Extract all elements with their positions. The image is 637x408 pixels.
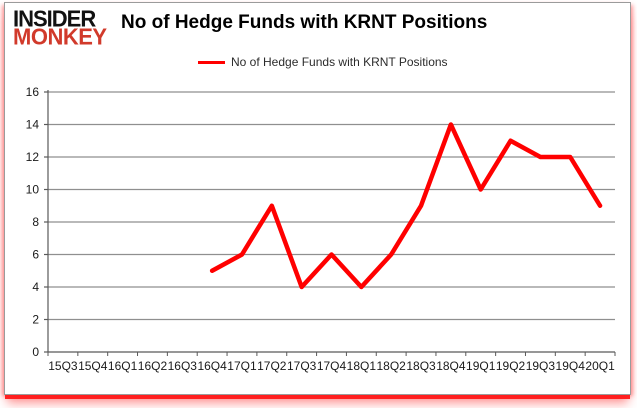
svg-text:16Q3: 16Q3 <box>168 359 198 373</box>
logo-text-insider: INSIDER <box>13 5 96 32</box>
insider-monkey-logo: INSIDER MONKEY <box>13 5 107 51</box>
logo-text-monkey: MONKEY <box>13 23 107 51</box>
svg-text:18Q2: 18Q2 <box>377 359 407 373</box>
chart-title: No of Hedge Funds with KRNT Positions <box>121 12 488 33</box>
svg-text:18Q3: 18Q3 <box>406 359 436 373</box>
svg-text:20Q1: 20Q1 <box>585 359 615 373</box>
svg-text:15Q4: 15Q4 <box>78 359 108 373</box>
svg-text:0: 0 <box>32 345 39 359</box>
svg-text:8: 8 <box>32 215 39 229</box>
svg-text:18Q1: 18Q1 <box>347 359 377 373</box>
svg-text:6: 6 <box>32 248 39 262</box>
svg-text:4: 4 <box>32 280 39 294</box>
svg-text:18Q4: 18Q4 <box>436 359 466 373</box>
svg-text:16: 16 <box>26 85 40 99</box>
svg-text:19Q3: 19Q3 <box>526 359 556 373</box>
svg-text:10: 10 <box>26 183 40 197</box>
svg-text:17Q2: 17Q2 <box>257 359 287 373</box>
svg-text:12: 12 <box>26 150 40 164</box>
svg-text:16Q1: 16Q1 <box>108 359 138 373</box>
legend-line-swatch <box>198 60 225 64</box>
legend-label: No of Hedge Funds with KRNT Positions <box>231 55 448 69</box>
svg-text:19Q2: 19Q2 <box>496 359 526 373</box>
chart-card <box>4 2 631 395</box>
svg-text:17Q1: 17Q1 <box>227 359 257 373</box>
svg-text:2: 2 <box>32 313 39 327</box>
svg-text:15Q3: 15Q3 <box>48 359 78 373</box>
svg-text:16Q2: 16Q2 <box>138 359 168 373</box>
svg-text:14: 14 <box>26 118 40 132</box>
svg-text:17Q4: 17Q4 <box>317 359 347 373</box>
chart-legend: No of Hedge Funds with KRNT Positions <box>198 55 448 69</box>
svg-text:16Q4: 16Q4 <box>197 359 227 373</box>
svg-text:17Q3: 17Q3 <box>287 359 317 373</box>
svg-text:19Q4: 19Q4 <box>556 359 586 373</box>
svg-text:19Q1: 19Q1 <box>466 359 496 373</box>
